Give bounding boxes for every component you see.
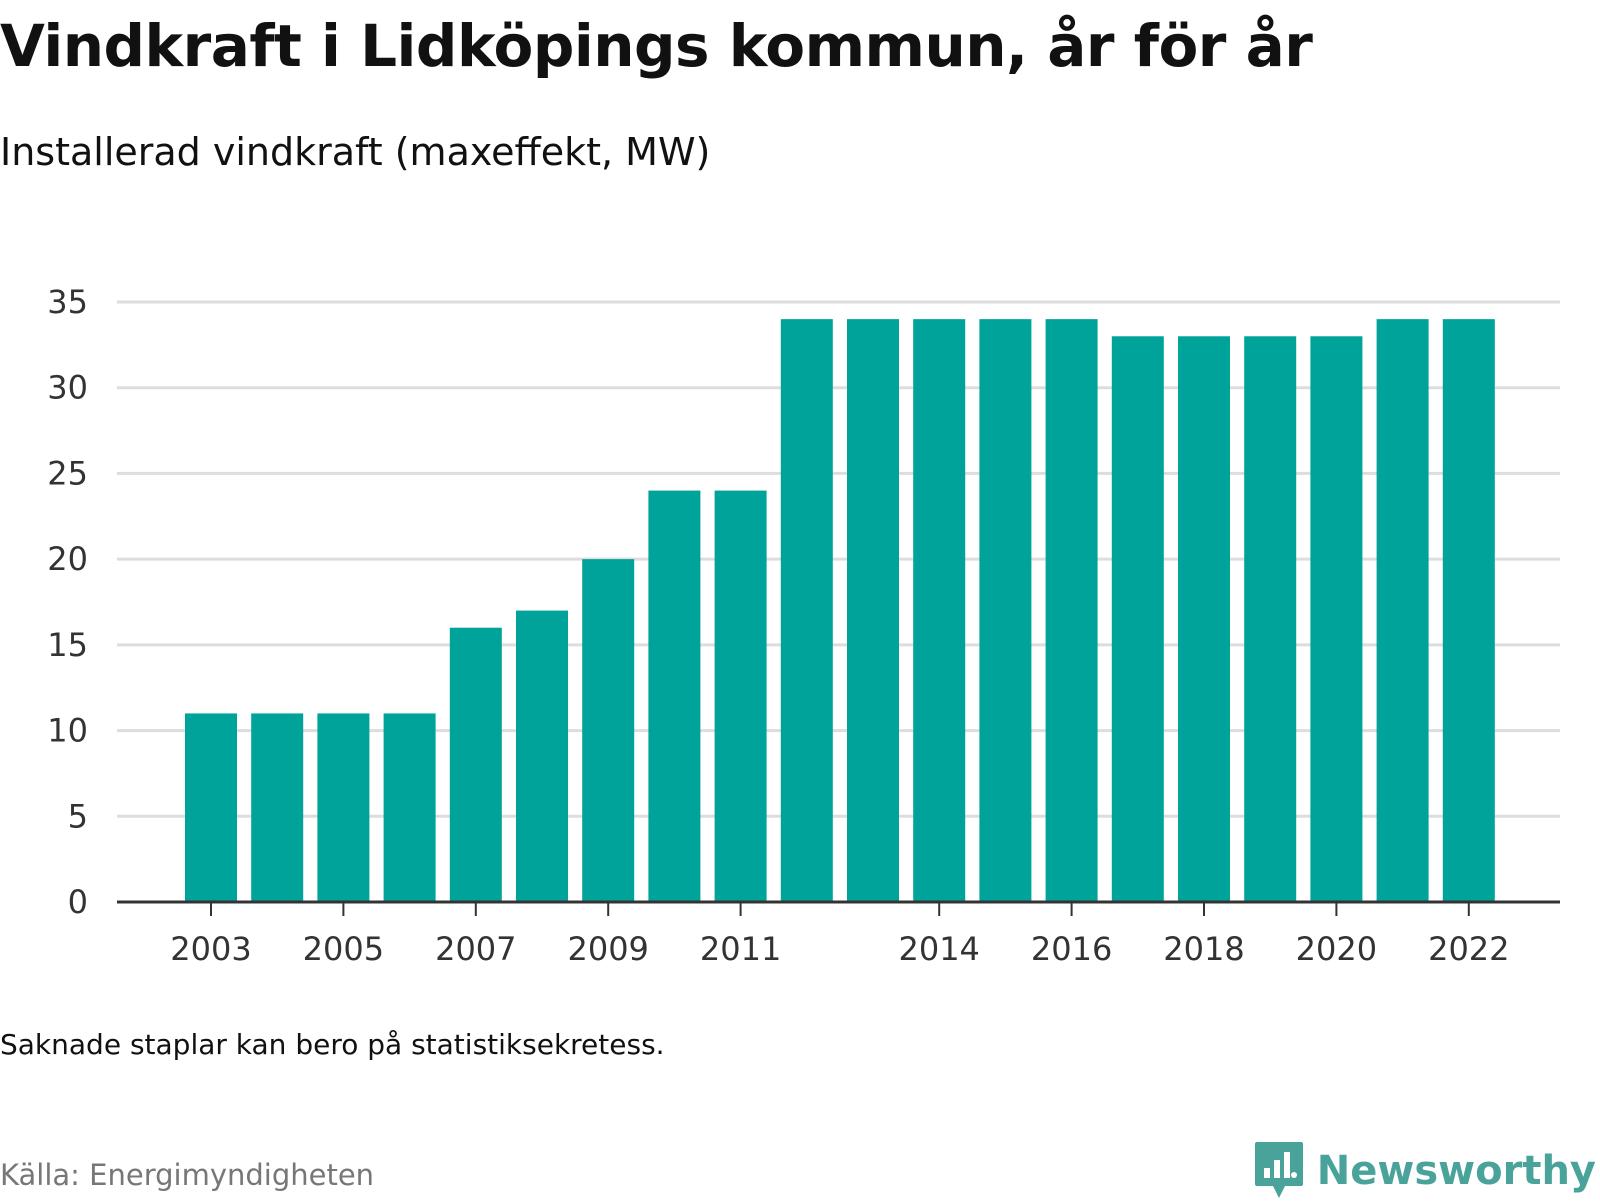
bar — [582, 559, 635, 902]
x-tick-label: 2003 — [170, 930, 251, 968]
bar — [979, 319, 1032, 903]
bar — [317, 713, 370, 902]
y-tick-label: 5 — [68, 797, 88, 835]
brand-logo: Newsworthy — [1253, 1140, 1596, 1202]
bar — [1045, 319, 1098, 903]
x-tick-label: 2018 — [1163, 930, 1244, 968]
x-tick-label: 2011 — [700, 930, 781, 968]
y-tick-label: 15 — [47, 626, 88, 664]
y-tick-label: 25 — [47, 454, 88, 492]
bar — [1442, 319, 1495, 903]
axes: 0 5 10 15 20 25 30 35 2003 2005 2007 2009 2011 2014 20… — [47, 283, 1560, 968]
bar — [1111, 336, 1164, 902]
y-tick-label: 20 — [47, 540, 88, 578]
chart-subtitle: Installerad vindkraft (maxeffekt, MW) — [0, 130, 711, 174]
x-tick-label: 2009 — [567, 930, 648, 968]
y-tick-label: 0 — [68, 883, 88, 921]
x-tick-label: 2016 — [1031, 930, 1112, 968]
bar — [1244, 336, 1297, 902]
bar — [648, 490, 701, 902]
bar — [1178, 336, 1230, 902]
bar — [185, 713, 237, 902]
newsworthy-logo-icon — [1254, 1142, 1303, 1198]
chart-title: Vindkraft i Lidköpings kommun, år för år — [0, 12, 1313, 80]
bar — [1376, 319, 1429, 903]
x-tick-label: 2005 — [303, 930, 384, 968]
x-tick-label: 2014 — [898, 930, 979, 968]
y-tick-label: 35 — [47, 283, 88, 321]
bar — [251, 713, 304, 902]
x-tick-label: 2020 — [1296, 930, 1377, 968]
y-tick-label: 30 — [47, 369, 88, 407]
bar — [847, 319, 899, 903]
x-tick-label: 2022 — [1428, 930, 1509, 968]
bar — [1310, 336, 1363, 902]
footnote: Saknade staplar kan bero på statistiksek… — [0, 1028, 665, 1061]
bar — [780, 319, 833, 903]
bar — [449, 627, 502, 902]
brand-name: Newsworthy — [1316, 1148, 1596, 1194]
x-tick-label: 2007 — [435, 930, 516, 968]
bar — [714, 490, 767, 902]
bar — [516, 610, 568, 902]
y-tick-label: 10 — [47, 712, 88, 750]
source-label: Källa: Energimyndigheten — [0, 1158, 375, 1192]
bar-chart: 0 5 10 15 20 25 30 35 2003 2005 2007 2009 2011 2014 20… — [47, 283, 1560, 968]
bar — [913, 319, 966, 903]
bar — [383, 713, 436, 902]
bars — [185, 319, 1495, 903]
